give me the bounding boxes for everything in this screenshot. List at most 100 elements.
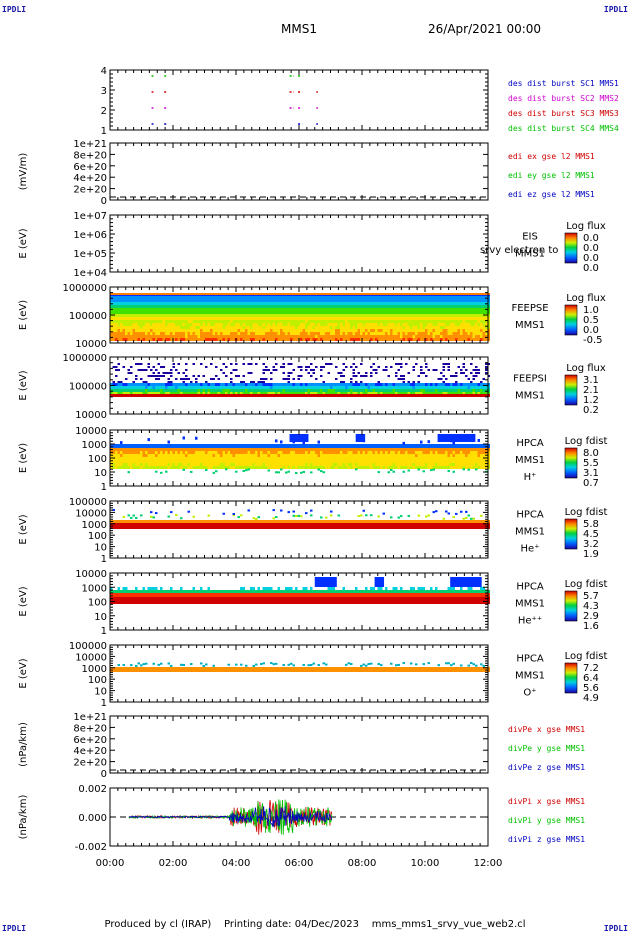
heatmap-cell [282,338,285,341]
heatmap-cell [272,389,275,392]
heatmap-cell [397,329,400,332]
heatmap-cell [347,302,350,305]
heatmap-cell [122,451,125,454]
heatmap-cell [150,326,153,329]
heatmap-cell [182,308,185,311]
heatmap-cell [230,308,233,311]
heatmap-cell [470,394,473,397]
heatmap-cell [482,329,485,332]
heatmap-cell [365,314,368,317]
heatmap-cell [202,460,205,463]
heatmap-cell [372,386,375,389]
heatmap-cell [465,299,468,302]
heatmap-cell [300,329,303,332]
heatmap-cell [325,305,328,308]
heatmap-cell [232,311,235,314]
heatmap-cell [365,389,368,392]
heatmap-cell [457,302,460,305]
heatmap-cell [137,369,140,371]
heatmap-cell [365,394,368,397]
heatmap-cell [255,305,258,308]
heatmap-cell [245,302,248,305]
heatmap-cell [377,323,380,326]
heatmap-cell [265,329,268,332]
heatmap-cell [185,457,188,460]
heatmap-cell [350,326,353,329]
heatmap-cell [247,308,250,311]
heatmap-cell [125,460,128,463]
heatmap-cell [197,314,200,317]
heatmap-cell [277,320,280,323]
heatmap-cell [367,392,370,395]
heatmap-cell [197,320,200,323]
heatmap-cell [300,305,303,308]
heatmap-cell [440,323,443,326]
heatmap-cell [120,317,123,320]
heatmap-cell [185,363,188,365]
heatmap-cell [245,389,248,392]
heatmap-cell [137,454,140,457]
heatmap-cell [165,299,168,302]
heatmap-cell [445,320,448,323]
heatmap-cell [242,314,245,317]
heatmap-cell [442,383,445,386]
heatmap-cell [415,311,418,314]
heatmap-cell [225,320,228,323]
heatmap-cell [257,323,260,326]
heatmap-cell [347,386,350,389]
heatmap-cell [175,293,178,295]
heatmap-cell [452,386,455,389]
heatmap-cell [270,296,273,299]
heatmap-cell [177,372,180,374]
heatmap-cell [155,323,158,326]
heatmap-cell [470,389,473,392]
heatmap-cell [185,329,188,332]
heatmap-cell [392,383,395,386]
heatmap-cell [137,363,140,365]
heatmap-cell [155,444,158,448]
heatmap-cell [460,305,463,308]
heatmap-cell [362,302,365,305]
heatmap-cell [467,389,470,392]
heatmap-cell [197,326,200,329]
heatmap-cell [227,386,230,389]
heatmap-cell [297,394,300,397]
heatmap-cell [160,314,163,317]
heatmap-cell [145,311,148,314]
heatmap-cell [190,394,193,397]
heatmap-cell [162,460,165,463]
heatmap-cell [445,338,448,341]
heatmap-cell [360,308,363,311]
heatmap-cell [250,463,253,466]
heatmap-cell [242,317,245,320]
heatmap-cell [197,296,200,299]
heatmap-cell [207,311,210,314]
heatmap-cell [202,457,205,460]
heatmap-cell [300,369,303,371]
heatmap-cell [205,457,208,460]
heatmap-cell [170,444,173,448]
heatmap-cell [117,386,120,389]
heatmap-cell [385,369,388,371]
heatmap-cell [267,383,270,386]
heatmap-cell [190,305,193,308]
heatmap-cell [192,320,195,323]
heatmap-cell [212,299,215,302]
heatmap-cell [280,386,283,389]
heatmap-cell [235,448,238,451]
heatmap-cell [362,296,365,299]
heatmap-cell [115,314,118,317]
heatmap-cell [225,299,228,302]
heatmap-cell [180,317,183,320]
heatmap-cell [462,311,465,314]
heatmap-cell [450,392,453,395]
heatmap-cell [110,392,113,395]
heatmap-cell [422,326,425,329]
heatmap-cell [310,338,313,341]
heatmap-cell [197,308,200,311]
heatmap-cell [237,317,240,320]
heatmap-cell [185,323,188,326]
heatmap-cell [167,293,170,295]
heatmap-cell [420,308,423,311]
heatmap-cell [187,386,190,389]
